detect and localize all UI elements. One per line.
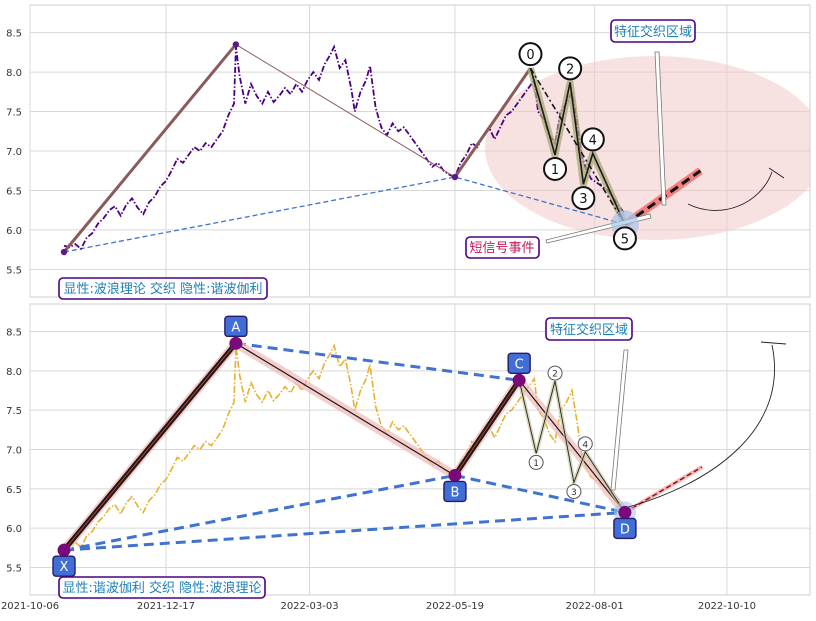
bottom-caption-box: 显性:谐波伽利 交织 隐性:波浪理论 — [58, 576, 266, 599]
bottom-xabcd-label: C — [515, 357, 524, 372]
bottom-wave-marker-label: 1 — [533, 459, 539, 469]
top-wave-marker — [580, 127, 605, 152]
top-pivot-dot — [60, 248, 68, 256]
bottom-harmonic-dash — [454, 473, 626, 514]
top-pattern-diagonal — [529, 67, 626, 225]
bottom-xabcd-label-box — [443, 480, 467, 503]
bottom-xabcd-label: X — [60, 560, 69, 575]
bottom-plot: 1 2 3 4 X A B C D — [52, 315, 787, 577]
bottom-wave-marker — [577, 436, 593, 452]
bottom-y-tick-label: 5.5 — [6, 563, 22, 574]
bottom-xabcd-point — [448, 468, 462, 482]
top-caption-box: 显性:波浪理论 交织 隐性:谐波伽利 — [58, 277, 268, 300]
top-wave-marker-label: 0 — [526, 48, 534, 63]
bottom-wave-marker — [547, 365, 563, 381]
bottom-zone-arrow — [610, 349, 629, 491]
top-wave-leg-up2 — [453, 67, 532, 178]
bottom-xabcd-point — [57, 543, 71, 557]
bottom-y-tick-label: 7.0 — [6, 446, 22, 457]
bottom-y-tick-label: 8.0 — [6, 367, 22, 378]
bottom-wave-marker-label: 3 — [571, 488, 577, 498]
bottom-wave-marker — [566, 484, 582, 500]
top-wave-marker-label: 2 — [566, 62, 574, 77]
bottom-caption: 显性:谐波伽利 交织 隐性:波浪理论 — [62, 580, 261, 596]
bottom-y-tick-label: 6.5 — [6, 485, 22, 496]
top-wave-leg-down — [235, 44, 456, 178]
bottom-leg-core — [454, 380, 520, 476]
top-pivot-dot — [232, 41, 240, 48]
x-tick-label: 2022-10-10 — [698, 601, 756, 612]
bottom-xabcd-label-box — [52, 555, 76, 577]
bottom-xabcd-point — [229, 336, 243, 350]
top-wave-leg-up — [62, 43, 238, 253]
bottom-leg-line — [518, 379, 626, 513]
top-y-tick-label: 5.5 — [6, 265, 22, 276]
bottom-xabcd-point — [512, 373, 526, 387]
top-y-ticks: 5.5 6.0 6.5 7.0 7.5 8.0 8.5 — [6, 29, 22, 277]
x-ticks: 2021-10-06 2021-12-17 2022-03-03 2022-05-19… — [1, 601, 756, 612]
x-tick-label: 2021-10-06 — [1, 601, 59, 612]
top-wave-marker — [543, 156, 568, 181]
bottom-y-tick-label: 6.0 — [6, 524, 22, 535]
top-plot: 0 1 2 3 4 5 — [60, 41, 810, 256]
bottom-xabcd-label: B — [450, 485, 459, 500]
x-tick-label: 2021-12-17 — [137, 601, 195, 612]
bottom-wave-marker-label: 2 — [552, 370, 558, 380]
top-caption: 显性:波浪理论 交织 隐性:谐波伽利 — [63, 281, 262, 297]
top-wave-marker-label: 5 — [621, 232, 629, 247]
bottom-leg-line — [235, 342, 456, 476]
top-curve-arrow — [687, 171, 773, 211]
bottom-xabcd-label-box — [507, 352, 531, 374]
bottom-xabcd-point — [618, 505, 632, 519]
bottom-y-tick-label: 8.5 — [6, 328, 22, 339]
top-zone-callout: 特征交织区域 — [610, 19, 696, 43]
x-tick-label: 2022-05-19 — [426, 601, 484, 612]
top-price-series — [63, 44, 626, 251]
bottom-xabcd-label: D — [620, 522, 630, 537]
top-y-tick-label: 7.5 — [6, 108, 22, 119]
bottom-pattern-line — [518, 380, 626, 513]
top-y-tick-label: 6.5 — [6, 186, 22, 197]
x-tick-label: 2022-03-03 — [280, 601, 338, 612]
bottom-projection-line — [624, 466, 703, 513]
bottom-xabcd-label-box — [224, 315, 248, 338]
bottom-y-ticks: 5.5 6.0 6.5 7.0 7.5 8.0 8.5 — [6, 328, 22, 575]
bottom-zone-label: 特征交织区域 — [550, 322, 628, 338]
top-y-tick-label: 8.5 — [6, 29, 22, 40]
bottom-harmonic-dash — [63, 510, 626, 552]
top-trend-line — [63, 176, 626, 253]
x-tick-label: 2022-08-01 — [566, 601, 624, 612]
top-wave-marker — [518, 42, 543, 67]
top-signal-callout: 短信号事件 — [465, 236, 540, 259]
top-wave-marker-label: 1 — [551, 163, 559, 178]
top-pattern-line — [529, 67, 626, 225]
bottom-harmonic-dash — [63, 473, 456, 552]
bottom-xabcd-label-box — [613, 517, 637, 540]
top-wave-marker-label: 4 — [589, 133, 597, 148]
bottom-zone-callout: 特征交织区域 — [545, 317, 633, 341]
top-curve-cap — [768, 167, 785, 179]
bottom-xabcd-label: A — [231, 320, 240, 335]
bottom-wave-marker — [528, 454, 544, 470]
top-wave-marker — [571, 186, 596, 211]
bottom-y-tick-label: 7.5 — [6, 406, 22, 417]
bottom-price-series — [63, 343, 626, 549]
top-signal-label: 短信号事件 — [469, 241, 534, 256]
top-pivot-dot — [451, 173, 459, 181]
top-y-tick-label: 8.0 — [6, 68, 22, 79]
top-zone-arrow — [654, 51, 667, 206]
top-y-tick-label: 6.0 — [6, 226, 22, 237]
bottom-grid — [29, 304, 810, 595]
bottom-leg-core — [63, 343, 237, 551]
top-wave-marker-label: 3 — [579, 192, 587, 207]
bottom-curve-cap — [760, 341, 787, 345]
top-zone-label: 特征交织区域 — [614, 24, 692, 40]
bottom-wave-marker-label: 4 — [582, 440, 588, 450]
bottom-curve-arrow — [624, 344, 775, 509]
top-wave-marker — [558, 56, 583, 81]
top-wave-marker — [612, 226, 637, 251]
top-y-tick-label: 7.0 — [6, 147, 22, 158]
